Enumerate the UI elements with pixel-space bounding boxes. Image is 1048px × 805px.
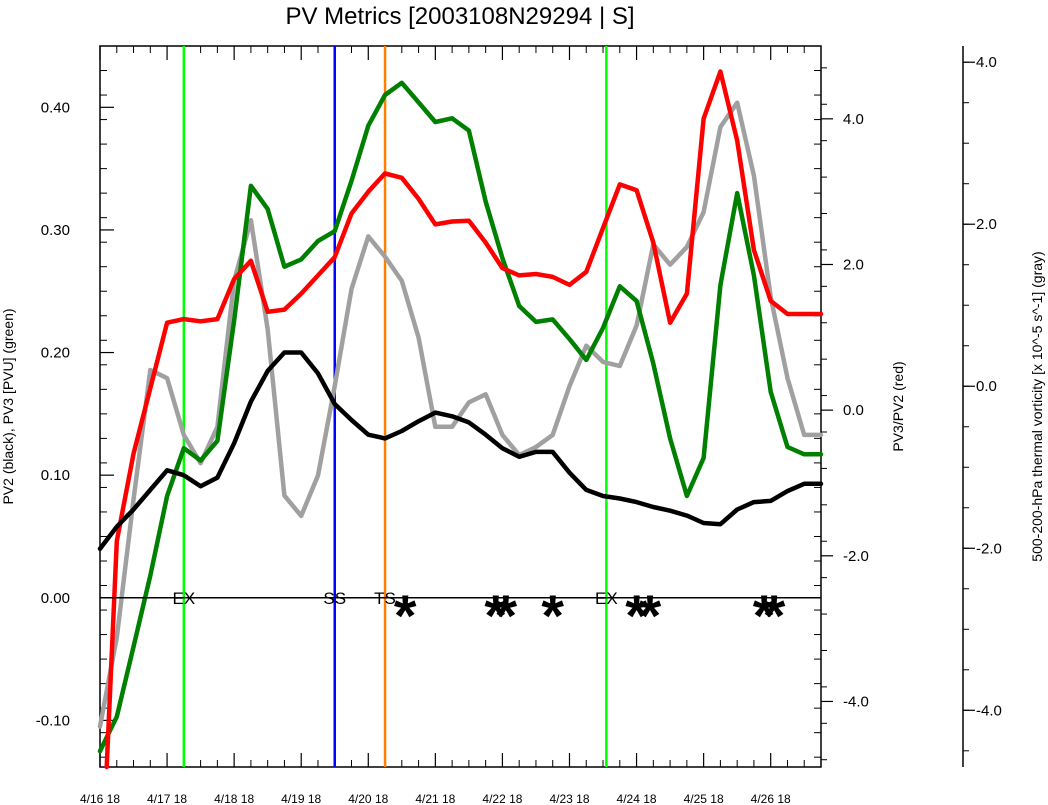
chart-title: PV Metrics [2003108N29294 | S]	[285, 3, 634, 30]
star-marker: *	[484, 584, 507, 649]
event-label-ex: EX	[595, 589, 618, 608]
series-lines	[97, 69, 824, 770]
x-tick-label: 4/22 18	[482, 792, 522, 805]
x-tick-label: 4/23 18	[549, 792, 589, 805]
star-marker: *	[494, 584, 517, 649]
event-label-ex: EX	[172, 589, 195, 608]
far-tick-label: -2.0	[976, 540, 1002, 557]
star-marker: *	[639, 584, 662, 649]
right-tick-label: -4.0	[843, 693, 869, 710]
far-tick-label: 0.0	[976, 378, 997, 395]
x-tick-label: 4/18 18	[214, 792, 254, 805]
plot-frame	[99, 45, 822, 768]
right-tick-label: 2.0	[843, 256, 864, 273]
left-tick-label: 0.00	[41, 590, 70, 607]
star-marker: *	[625, 584, 648, 649]
far-right-axis-title: 500-200-hPa thermal vorticity [x 10^-5 s…	[1029, 251, 1045, 561]
star-marker: *	[541, 584, 564, 649]
right-y-axis: -4.0 -2.0 0.0 2.0 4.0	[821, 67, 869, 761]
far-right-y-axis: -4.0 -2.0 0.0 2.0 4.0	[962, 46, 1002, 767]
left-tick-label: -0.10	[36, 712, 70, 729]
series-line-thermal-vorticity	[97, 100, 824, 729]
left-axis-title: PV2 (black), PV3 [PVU] (green)	[0, 308, 16, 504]
series-line-pv3-pv2	[104, 69, 824, 770]
event-labels: EX SS TS EX	[172, 589, 617, 608]
far-tick-label: -4.0	[976, 702, 1002, 719]
left-tick-label: 0.40	[41, 99, 70, 116]
series-line-pv2	[97, 350, 824, 551]
right-axis-title: PV3/PV2 (red)	[890, 361, 906, 451]
star-markers: * ** * ** **	[394, 584, 786, 649]
series-line-pv3	[97, 80, 824, 754]
x-axis: 4/16 18 4/17 18 4/18 18 4/19 18 4/20 18 4/21 …	[80, 46, 805, 805]
event-label-ss: SS	[323, 589, 346, 608]
left-tick-label: 0.30	[41, 222, 70, 239]
right-tick-label: 4.0	[843, 111, 864, 128]
star-marker: *	[763, 584, 786, 649]
far-tick-label: 4.0	[976, 54, 997, 71]
x-tick-label: 4/17 18	[147, 792, 187, 805]
star-marker: *	[394, 584, 417, 649]
x-tick-label: 4/25 18	[684, 792, 724, 805]
event-label-ts: TS	[374, 589, 396, 608]
left-tick-label: 0.20	[41, 345, 70, 362]
x-tick-label: 4/16 18	[80, 792, 120, 805]
x-tick-label: 4/20 18	[348, 792, 388, 805]
left-tick-label: 0.10	[41, 467, 70, 484]
right-tick-label: 0.0	[843, 402, 864, 419]
x-tick-label: 4/26 18	[751, 792, 791, 805]
star-marker: *	[753, 584, 776, 649]
x-tick-label: 4/24 18	[617, 792, 657, 805]
right-tick-label: -2.0	[843, 548, 869, 565]
left-y-axis: -0.10 0.00 0.10 0.20 0.30 0.40	[36, 70, 821, 758]
x-tick-label: 4/19 18	[281, 792, 321, 805]
far-tick-label: 2.0	[976, 216, 997, 233]
x-tick-label: 4/21 18	[415, 792, 455, 805]
